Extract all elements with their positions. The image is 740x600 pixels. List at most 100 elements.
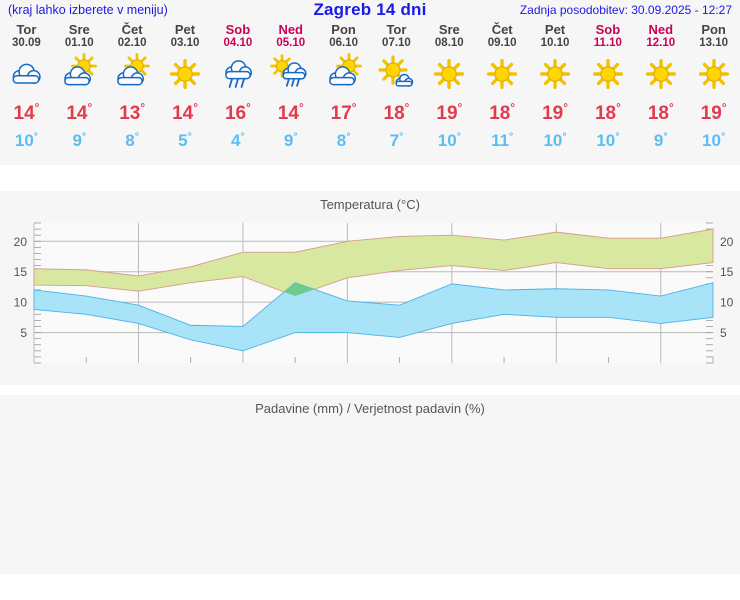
day-date: 13.10 (699, 37, 728, 49)
day-name: Pet (174, 22, 196, 37)
max-temp-value: 14° (277, 101, 304, 124)
weather-icon-cell-2 (106, 50, 159, 98)
day-date: 10.10 (540, 37, 570, 49)
min-temp-cell-13: 10° (687, 131, 740, 152)
day-header-row: Tor 30.09 Sre 01.10 Čet 02.10 Pet 03.10 Sob 04.10… (0, 22, 740, 50)
max-temp-value: 18° (647, 101, 674, 124)
weather-icon-row (0, 50, 740, 98)
weather-icon-cell-7 (370, 50, 423, 98)
day-header-11: Sob 11.10 (581, 22, 634, 50)
y-tick-label: 20 (720, 235, 734, 249)
y-tick-label: 5 (720, 326, 727, 340)
min-temp-value: 9° (283, 130, 298, 151)
page-title: Zagreb 14 dni (313, 0, 427, 19)
day-name: Sre (438, 22, 460, 37)
day-header-3: Pet 03.10 (159, 22, 212, 50)
day-name: Tor (16, 22, 37, 37)
max-temp-cell-3: 14° (159, 101, 212, 124)
min-temp-value: 10° (702, 130, 726, 151)
day-date: 01.10 (64, 37, 94, 49)
min-temp-value: 11° (491, 130, 514, 151)
max-temp-cell-12: 18° (634, 101, 687, 124)
weather-icon-cell-0 (0, 50, 53, 98)
max-temp-cell-10: 19° (529, 101, 582, 124)
max-temp-value: 17° (330, 101, 357, 124)
day-date: 03.10 (170, 37, 200, 49)
day-name: Pet (544, 22, 566, 37)
max-temp-cell-11: 18° (581, 101, 634, 124)
min-temp-cell-5: 9° (264, 131, 317, 152)
panel-divider (0, 165, 740, 191)
max-temp-cell-0: 14° (0, 101, 53, 124)
day-date: 05.10 (276, 37, 306, 49)
min-temp-cell-12: 9° (634, 131, 687, 152)
weather-icon-cell-12 (634, 50, 687, 98)
precipitation-chart-title: Padavine (mm) / Verjetnost padavin (%) (255, 401, 485, 416)
min-temp-value: 10° (543, 130, 567, 151)
max-temp-value: 18° (489, 101, 516, 124)
day-name: Pon (331, 22, 356, 37)
day-date: 06.10 (329, 37, 358, 49)
cloudy-icon (12, 63, 42, 84)
day-name: Čet (121, 22, 143, 37)
min-temp-value: 5° (178, 130, 192, 151)
min-temp-value: 9° (653, 130, 668, 151)
weather-icon-cell-11 (581, 50, 634, 98)
min-temp-cell-2: 8° (106, 131, 159, 152)
day-header-6: Pon 06.10 (317, 22, 370, 50)
temperature-chart-title: Temperatura (°C) (320, 197, 420, 212)
min-temp-cell-6: 8° (317, 131, 370, 152)
max-temp-value: 19° (436, 101, 463, 124)
rain-icon (225, 60, 252, 88)
weather-icon-cell-3 (159, 50, 212, 98)
max-temp-cell-1: 14° (53, 101, 106, 124)
sunny-icon (645, 58, 676, 90)
weather-icon-cell-1 (53, 50, 106, 98)
sunny-icon (539, 58, 571, 90)
max-temp-cell-4: 16° (211, 101, 264, 124)
min-temp-cell-4: 4° (211, 131, 264, 152)
max-temp-value: 18° (594, 101, 621, 124)
min-temp-value: 8° (125, 130, 139, 151)
min-temp-cell-9: 11° (476, 131, 529, 152)
max-temp-cell-2: 13° (106, 101, 159, 124)
day-date: 12.10 (646, 37, 676, 49)
max-temp-cell-13: 19° (687, 101, 740, 124)
max-temp-value: 14° (172, 101, 198, 124)
day-name: Ned (648, 22, 674, 37)
day-name: Tor (386, 22, 407, 37)
y-tick-label: 20 (14, 235, 28, 249)
max-temp-value: 16° (224, 101, 251, 124)
sunny-icon (698, 58, 729, 90)
min-temp-value: 7° (389, 130, 404, 151)
max-temp-value: 18° (383, 101, 410, 124)
max-temp-value: 14° (13, 101, 40, 124)
chart-divider (0, 385, 740, 395)
max-temp-cell-5: 14° (264, 101, 317, 124)
min-temp-band (33, 282, 714, 352)
partly-sunny-icon (117, 53, 151, 86)
precipitation-chart-panel: Padavine (mm) / Verjetnost padavin (%) (0, 395, 740, 574)
day-date: 09.10 (487, 37, 517, 49)
max-temp-cell-8: 19° (423, 101, 476, 124)
day-header-9: Čet 09.10 (476, 22, 529, 50)
y-tick-label: 15 (720, 265, 734, 279)
weather-icon-cell-10 (529, 50, 582, 98)
y-tick-label: 10 (14, 296, 28, 310)
max-temp-cell-7: 18° (370, 101, 423, 124)
max-temp-value: 14° (66, 101, 93, 124)
sunny-icon (169, 58, 201, 90)
sun-rain-icon (269, 54, 307, 87)
max-temp-value: 19° (700, 101, 727, 124)
min-temp-cell-0: 10° (0, 131, 53, 152)
max-temp-value: 13° (119, 101, 146, 124)
day-date: 04.10 (223, 37, 253, 49)
page-header: (kraj lahko izberete v meniju) Zagreb 14… (0, 0, 740, 22)
day-date: 30.09 (12, 37, 41, 49)
day-name: Sob (595, 22, 621, 37)
y-tick-label: 5 (20, 326, 27, 340)
weather-icon-cell-8 (423, 50, 476, 98)
weather-icon-cell-13 (687, 50, 740, 98)
min-temp-cell-8: 10° (423, 131, 476, 152)
max-temp-cell-6: 17° (317, 101, 370, 124)
